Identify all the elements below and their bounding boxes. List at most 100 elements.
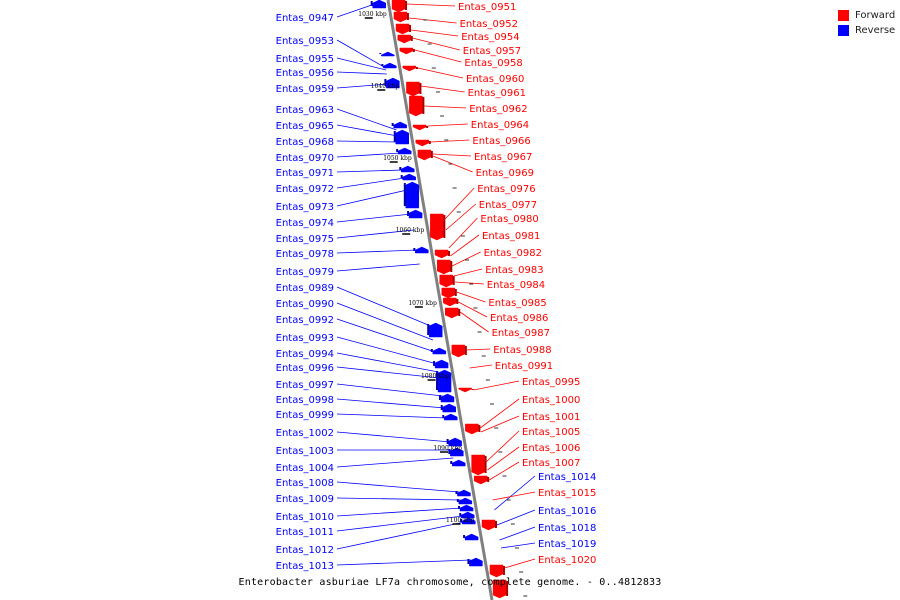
reverse-gene-block [383, 62, 397, 69]
gene-label-left: Entas_0993 [276, 333, 334, 344]
tick-label: 1030 kbp [358, 11, 387, 18]
gene-label-right: Entas_1014 [538, 472, 596, 483]
gene-label-right: Entas_0957 [463, 46, 521, 57]
reverse-gene-block [401, 165, 415, 173]
reverse-gene-block [393, 121, 407, 129]
reverse-gene-block [405, 181, 420, 209]
gene-label-right: Entas_0984 [487, 280, 545, 291]
label-leader-right [414, 49, 462, 63]
gene-label-right: Entas_0982 [484, 248, 542, 259]
label-leader-right [432, 155, 473, 173]
reverse-gene-block [434, 359, 449, 369]
label-leader-left [336, 57, 387, 71]
label-leader-left [336, 39, 386, 69]
gene-label-right: Entas_0995 [522, 377, 580, 388]
reverse-gene-shade [413, 248, 416, 251]
reverse-gene-shade [456, 499, 459, 502]
gene-label-left: Entas_1002 [276, 428, 334, 439]
gene-label-left: Entas_0975 [276, 234, 334, 245]
gene-label-left: Entas_1013 [276, 561, 334, 572]
reverse-gene-block [440, 393, 455, 403]
gene-label-right: Entas_0986 [490, 313, 548, 324]
label-leader-right [492, 491, 536, 501]
legend-forward-label: Forward [855, 10, 896, 21]
label-leader-left [336, 383, 443, 397]
forward-gene-shade [412, 49, 415, 52]
reverse-gene-shade [396, 149, 399, 152]
label-leader-right [432, 153, 472, 157]
label-leader-left [336, 398, 445, 409]
tick-label: 1070 kbp [408, 300, 437, 307]
gene-label-left: Entas_1004 [276, 463, 334, 474]
gene-label-right: Entas_0952 [460, 19, 518, 30]
label-leader-right [500, 542, 536, 549]
tick-label: 1040 kbp [371, 83, 400, 90]
forward-gene-block [465, 423, 479, 435]
gene-label-right: Entas_1001 [522, 412, 580, 423]
gene-label-right: Entas_0966 [472, 136, 530, 147]
label-leader-right [445, 203, 477, 231]
reverse-gene-shade [463, 535, 466, 538]
gene-label-right: Entas_1018 [538, 523, 596, 534]
reverse-gene-shade [379, 53, 382, 54]
label-leader-right [450, 234, 480, 257]
label-leader-right [485, 430, 520, 463]
forward-gene-shade [415, 67, 418, 69]
forward-gene-shade [443, 215, 446, 238]
reverse-gene-shade [370, 1, 373, 6]
forward-gene-shade [456, 299, 459, 304]
label-leader-left [336, 189, 408, 207]
gene-label-left: Entas_0996 [276, 363, 334, 374]
label-leader-left [336, 152, 401, 158]
gene-label-left: Entas_0994 [276, 349, 334, 360]
forward-gene-shade [502, 566, 505, 575]
forward-gene-block [395, 23, 410, 35]
label-leader-left [336, 302, 434, 341]
gene-label-left: Entas_1003 [276, 446, 334, 457]
label-leader-right [488, 461, 520, 481]
gene-label-right: Entas_0981 [482, 231, 540, 242]
label-leader-left [336, 515, 464, 532]
reverse-gene-shade [450, 461, 453, 464]
gene-label-right: Entas_0951 [458, 2, 516, 13]
forward-gene-block [393, 11, 408, 23]
reverse-gene-shade [430, 349, 433, 352]
reverse-gene-shade [399, 167, 402, 170]
label-leader-left [336, 286, 431, 327]
label-leader-left [336, 177, 405, 189]
gene-label-left: Entas_0965 [276, 121, 334, 132]
forward-gene-shade [464, 346, 467, 355]
label-leader-right [456, 291, 486, 303]
label-leader-right [499, 526, 536, 541]
chromosome-axis [386, 0, 494, 600]
label-leader-left [336, 3, 375, 18]
label-leader-right [417, 67, 464, 79]
forward-gene-shade [410, 36, 413, 41]
gene-track [370, 0, 509, 599]
label-leader-right [479, 398, 520, 429]
label-leader-left [336, 352, 439, 373]
gene-label-left: Entas_0992 [276, 315, 334, 326]
forward-gene-shade [406, 13, 409, 20]
legend-reverse-label: Reverse [855, 25, 896, 36]
forward-gene-block [489, 564, 504, 578]
reverse-gene-shade [384, 79, 387, 86]
label-leader-left [336, 318, 436, 353]
forward-gene-block [406, 81, 420, 97]
forward-gene-shade [452, 276, 455, 285]
reverse-gene-shade [436, 371, 439, 390]
tick-label: 1060 kbp [396, 227, 425, 234]
forward-gene-shade [405, 1, 408, 10]
forward-gene-shade [478, 425, 481, 432]
reverse-gene-shade [427, 324, 430, 335]
forward-gene-block [481, 519, 496, 531]
gene-label-left: Entas_0968 [276, 137, 334, 148]
label-leader-right [443, 187, 475, 221]
gene-label-right: Entas_0960 [466, 74, 524, 85]
label-leader-left [336, 336, 438, 365]
label-leader-right [412, 37, 460, 51]
gene-label-right: Entas_1019 [538, 539, 596, 550]
gene-label-left: Entas_0978 [276, 249, 334, 260]
strand-legend: Forward Reverse [838, 8, 895, 38]
gene-label-right: Entas_0954 [461, 32, 519, 43]
